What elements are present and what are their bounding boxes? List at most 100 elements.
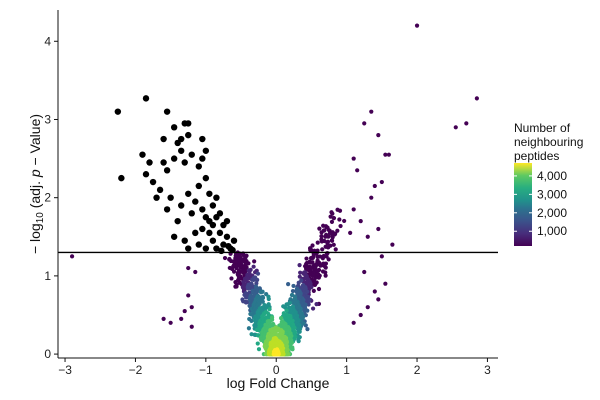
- point: [168, 320, 173, 325]
- significant-point: [170, 233, 178, 240]
- x-tick-label: −1: [199, 363, 213, 377]
- y-tick-label: 0: [44, 347, 51, 361]
- significant-point: [185, 120, 192, 127]
- point: [326, 234, 331, 239]
- significant-point: [178, 135, 185, 143]
- significant-point: [185, 131, 192, 139]
- point: [386, 152, 391, 157]
- point: [316, 271, 321, 277]
- significant-point: [229, 246, 236, 254]
- significant-point: [167, 194, 174, 201]
- point: [365, 234, 370, 239]
- y-axis-title: − log10 (adj. p − Value): [27, 114, 46, 254]
- point: [376, 226, 381, 232]
- x-tick-label: −2: [129, 363, 143, 377]
- point: [322, 228, 327, 233]
- x-tick-label: 1: [343, 363, 350, 377]
- significant-point: [174, 217, 181, 225]
- point: [249, 332, 254, 337]
- point: [329, 238, 335, 243]
- point: [255, 271, 261, 276]
- significant-point: [185, 245, 192, 252]
- significant-point: [188, 151, 195, 158]
- y-tick-label: 3: [44, 112, 51, 126]
- point: [315, 258, 320, 263]
- colorbar-tick-label: 4,000: [537, 169, 567, 183]
- point: [351, 320, 356, 325]
- point: [379, 254, 384, 259]
- point: [231, 269, 237, 274]
- significant-point: [202, 174, 210, 182]
- point: [358, 312, 363, 318]
- y-tick-label: 1: [44, 269, 51, 283]
- point: [249, 318, 254, 323]
- point: [314, 262, 319, 267]
- x-tick-label: 0: [273, 363, 280, 377]
- point: [362, 121, 367, 126]
- point: [310, 260, 315, 265]
- point: [358, 219, 363, 224]
- point: [297, 263, 302, 268]
- significant-point: [195, 182, 202, 190]
- point: [321, 223, 326, 228]
- significant-point: [209, 221, 217, 229]
- significant-point: [216, 229, 224, 237]
- significant-point: [118, 174, 125, 182]
- significant-point: [142, 171, 150, 178]
- point: [319, 234, 324, 239]
- point: [304, 260, 310, 266]
- point: [321, 262, 326, 267]
- point: [229, 276, 234, 281]
- point: [182, 308, 187, 314]
- significant-point: [209, 202, 217, 209]
- point: [298, 270, 303, 275]
- significant-point: [139, 151, 146, 158]
- point: [310, 255, 315, 260]
- significant-point: [163, 206, 171, 213]
- point: [323, 270, 328, 275]
- point: [301, 271, 306, 276]
- axes-layer: −3 −2 −1 0 1 2 3 0 1 2 3 4 log Fold Change − log10 (a…: [27, 10, 498, 391]
- x-tick-label: 2: [414, 363, 421, 377]
- y-tick-label: 4: [44, 34, 51, 48]
- point: [231, 263, 236, 268]
- significant-point: [206, 229, 213, 237]
- significant-point: [213, 245, 220, 252]
- point: [379, 179, 384, 185]
- points-layer: [69, 23, 479, 357]
- point: [284, 308, 289, 313]
- point: [311, 288, 316, 293]
- point: [335, 228, 340, 233]
- point: [325, 245, 331, 250]
- point: [293, 288, 299, 294]
- point: [329, 210, 334, 215]
- point: [257, 301, 262, 306]
- x-tick-label: 3: [484, 363, 491, 377]
- point: [317, 254, 323, 259]
- point: [289, 292, 295, 298]
- point: [246, 326, 252, 331]
- significant-point: [192, 198, 199, 205]
- point: [296, 280, 301, 285]
- point: [260, 289, 265, 294]
- significant-point: [223, 233, 231, 240]
- point: [390, 242, 395, 247]
- significant-point: [192, 229, 199, 237]
- point: [324, 254, 329, 259]
- significant-point: [181, 237, 188, 244]
- point: [348, 230, 353, 235]
- point: [376, 133, 381, 138]
- point: [236, 268, 242, 273]
- significant-point: [160, 159, 167, 166]
- point: [310, 306, 316, 311]
- point: [376, 297, 381, 302]
- point: [315, 240, 320, 245]
- point: [296, 337, 301, 342]
- significant-point: [225, 242, 232, 250]
- significant-point: [195, 163, 202, 170]
- point: [329, 219, 335, 224]
- significant-point: [170, 124, 178, 131]
